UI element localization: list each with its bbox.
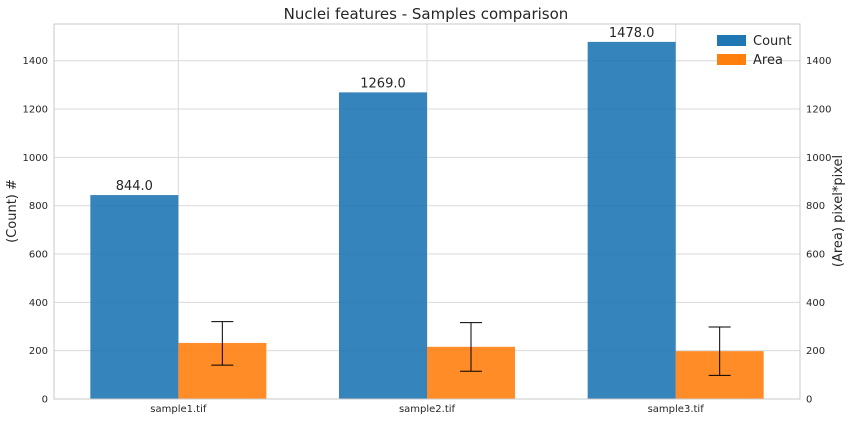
plot-frame	[53, 23, 801, 400]
y-tick-right-6: 1200	[806, 105, 831, 116]
y-tick-right-1: 200	[806, 346, 825, 357]
legend-label-count: Count	[753, 34, 792, 49]
y-tick-left-0: 0	[42, 395, 48, 406]
data-label-count-1: 1269.0	[360, 76, 406, 91]
y-tick-right-0: 0	[806, 395, 812, 406]
data-labels: 844.0 1269.0 1478.0	[116, 26, 655, 194]
legend: Count Area	[717, 34, 792, 68]
y-tick-left-5: 1000	[23, 153, 48, 164]
bars	[90, 41, 764, 399]
x-tick-2: sample3.tif	[648, 404, 705, 415]
y-tick-right-2: 400	[806, 298, 825, 309]
y-tick-right-5: 1000	[806, 153, 831, 164]
x-tick-1: sample2.tif	[399, 404, 456, 415]
y-tick-left-2: 400	[29, 298, 48, 309]
y-axis-left-label: (Count) #	[5, 179, 20, 243]
y-axis-right-label: (Area) pixel*pixel	[831, 155, 846, 267]
y-tick-right-3: 600	[806, 250, 825, 261]
y-tick-left-3: 600	[29, 250, 48, 261]
legend-swatch-area	[717, 54, 746, 65]
legend-swatch-count	[717, 35, 746, 46]
axis-ticks: 0 0 200 200 400 400 600 600 800 800 1000 1000 1200 12…	[23, 56, 832, 415]
bar-count-2	[587, 41, 676, 399]
data-label-count-0: 844.0	[116, 179, 153, 194]
chart-title: Nuclei features - Samples comparison	[284, 5, 569, 23]
data-label-count-2: 1478.0	[609, 26, 655, 41]
error-bars	[211, 321, 731, 376]
y-tick-left-4: 800	[29, 201, 48, 212]
y-tick-right-7: 1400	[806, 56, 831, 67]
bar-count-0	[90, 195, 179, 399]
y-tick-right-4: 800	[806, 201, 825, 212]
y-tick-left-1: 200	[29, 346, 48, 357]
y-tick-left-7: 1400	[23, 56, 48, 67]
y-tick-left-6: 1200	[23, 105, 48, 116]
bar-count-1	[339, 92, 427, 399]
x-tick-0: sample1.tif	[150, 404, 207, 415]
legend-label-area: Area	[753, 53, 783, 68]
